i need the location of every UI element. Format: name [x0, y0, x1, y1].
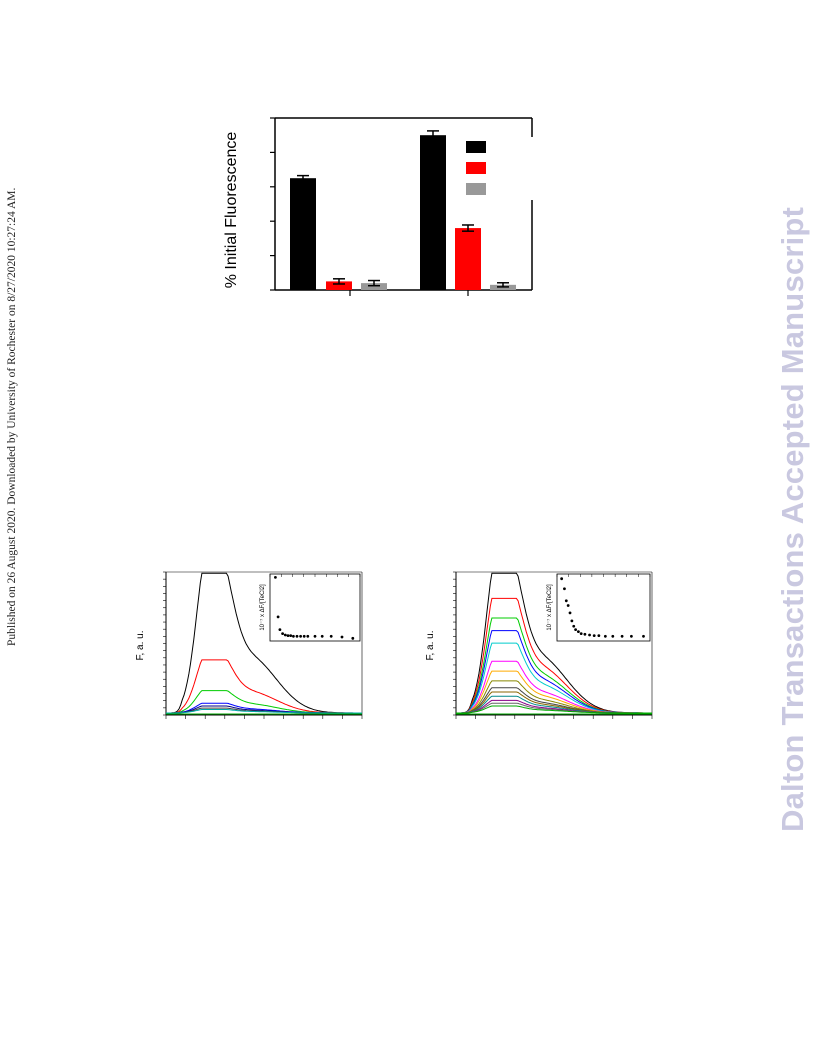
- inset-frame: [269, 573, 361, 642]
- inset-point: [576, 630, 580, 634]
- inset-point: [642, 634, 645, 638]
- inset-point: [579, 632, 583, 636]
- inset-point: [276, 615, 280, 619]
- inset-point: [281, 632, 284, 636]
- spectra-chart-left: F, a. u. 10⁻⁷ x ΔF/[TeCl2]: [135, 571, 363, 719]
- legend-swatch: [466, 162, 486, 174]
- inset-point: [620, 634, 624, 638]
- inset-point: [295, 634, 299, 638]
- inset-point: [603, 634, 607, 638]
- inset-point: [572, 624, 576, 628]
- spectra-chart-right: F, a. u. 10⁻⁷ x ΔF/[TeCl2]: [425, 571, 653, 719]
- inset-point: [274, 575, 277, 579]
- y-axis-label: F, a. u.: [135, 630, 146, 660]
- inset-point: [278, 628, 282, 632]
- inset-point: [566, 604, 570, 607]
- inset-point: [611, 634, 615, 638]
- inset-point: [570, 619, 574, 623]
- bar: [455, 228, 481, 290]
- legend-swatch: [466, 141, 486, 153]
- inset-point: [306, 634, 310, 638]
- inset-point: [329, 634, 333, 638]
- inset-point: [313, 634, 317, 638]
- inset-point: [574, 628, 577, 632]
- inset-point: [563, 587, 566, 591]
- inset-point: [560, 577, 564, 581]
- bar: [326, 281, 352, 290]
- bar-chart: % Initial Fluorescence: [223, 117, 533, 296]
- inset-point: [597, 634, 601, 638]
- bar: [420, 135, 446, 290]
- inset-point: [564, 599, 568, 603]
- spectrum-line: [166, 709, 362, 714]
- inset-frame: [556, 573, 651, 642]
- inset-point: [568, 611, 572, 615]
- inset-point: [340, 635, 344, 639]
- inset-point: [292, 634, 295, 638]
- inset-y-label: 10⁻⁷ x ΔF/[TeCl2]: [259, 584, 266, 631]
- bar: [361, 283, 387, 290]
- inset-point: [289, 634, 293, 638]
- y-axis-label: % Initial Fluorescence: [223, 132, 240, 289]
- inset-point: [283, 633, 287, 637]
- inset-point: [320, 634, 324, 638]
- inset-point: [583, 632, 587, 636]
- inset-point: [351, 636, 355, 640]
- y-axis-label: F, a. u.: [425, 630, 436, 660]
- legend-swatch: [466, 183, 486, 195]
- bar: [290, 178, 316, 290]
- inset-point: [592, 634, 596, 638]
- inset-point: [302, 634, 306, 638]
- inset-point: [286, 634, 290, 638]
- inset-point: [588, 633, 591, 637]
- inset-y-label: 10⁻⁷ x ΔF/[TeCl2]: [546, 584, 553, 631]
- inset-point: [299, 634, 302, 638]
- inset-point: [630, 634, 633, 638]
- spectrum-line: [456, 705, 652, 714]
